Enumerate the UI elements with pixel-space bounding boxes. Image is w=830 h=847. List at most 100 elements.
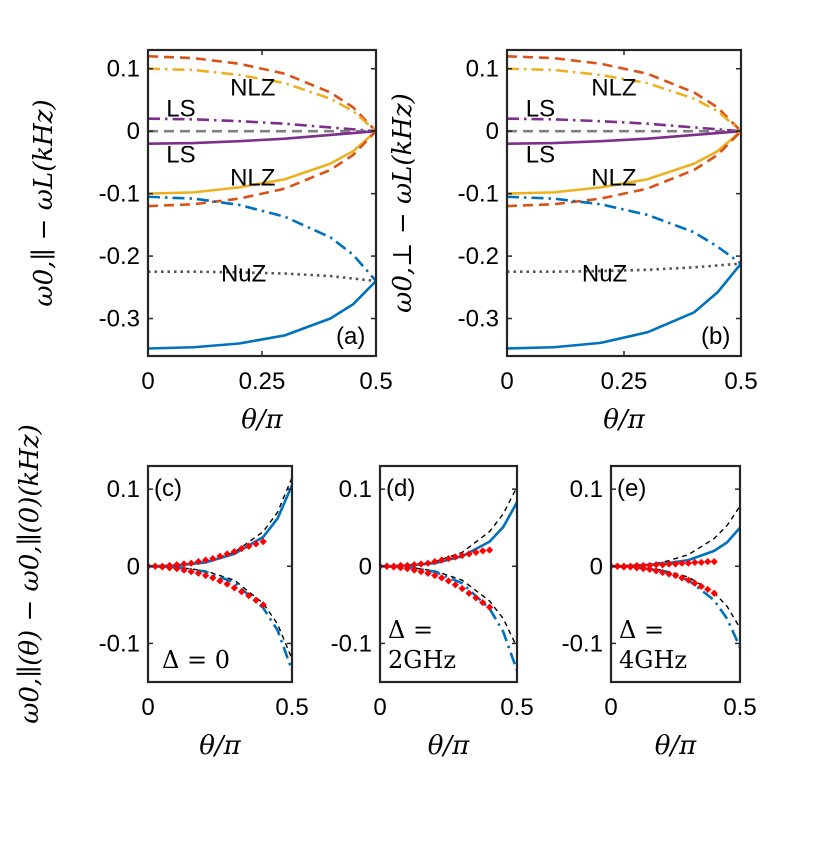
ytick-label-e-2: -0.1 bbox=[562, 630, 603, 657]
marker-upper-numerical-13 bbox=[691, 558, 699, 567]
annotation-ls-a-2: LS bbox=[166, 141, 195, 168]
marker-lower-numerical-5 bbox=[639, 565, 647, 573]
annotation-nuz-a-4: NuZ bbox=[221, 261, 266, 288]
marker-lower-numerical-5 bbox=[180, 566, 188, 574]
marker-lower-numerical-13 bbox=[465, 589, 473, 597]
series-ls-lower-solid bbox=[148, 129, 376, 145]
marker-upper-numerical-12 bbox=[458, 551, 466, 560]
panel-b: 0.1 0 -0.1 -0.2 -0.3 0 0.25 0.5 θ/π ω0,⊥ − ωL(kHz… bbox=[388, 48, 758, 435]
ytick-label-d-0: 0.1 bbox=[339, 476, 372, 503]
panel-label-b: (b) bbox=[701, 323, 730, 350]
series-group-c bbox=[148, 477, 292, 671]
marker-lower-numerical-14 bbox=[472, 594, 480, 602]
series-nlz-lower-dashed bbox=[148, 130, 376, 208]
series-nlz-lower-solid bbox=[148, 130, 376, 195]
plot-area-a bbox=[148, 50, 376, 356]
ytick-label-c-0: 0.1 bbox=[107, 476, 140, 503]
marker-upper-numerical-16 bbox=[710, 558, 718, 566]
ytick-label-c-2: -0.1 bbox=[99, 630, 140, 657]
marker-upper-numerical-5 bbox=[180, 560, 188, 568]
ytick-label-b-1: 0 bbox=[486, 118, 499, 145]
marker-upper-numerical-10 bbox=[671, 560, 680, 568]
series-upper-blue-dash-dot bbox=[507, 195, 741, 265]
series-lower-thin-dashed bbox=[611, 565, 740, 629]
series-lower-blue-solid bbox=[507, 262, 741, 350]
marker-lower-numerical-10 bbox=[671, 571, 680, 580]
x-axis-label-b: θ/π bbox=[603, 405, 645, 435]
annotation-ls-b-2: LS bbox=[526, 141, 555, 168]
xtick-label-a-1: 0.25 bbox=[239, 368, 286, 395]
series-group-d bbox=[380, 486, 517, 671]
marker-lower-numerical-14 bbox=[697, 582, 705, 590]
marker-lower-numerical-14 bbox=[245, 592, 253, 600]
series-upper-thin-dashed bbox=[611, 505, 740, 567]
ytick-label-e-0: 0.1 bbox=[570, 476, 603, 503]
marker-lower-numerical-16 bbox=[486, 603, 494, 611]
marker-lower-numerical-2 bbox=[158, 563, 166, 571]
axes-frame-c bbox=[146, 464, 294, 684]
marker-upper-numerical-8 bbox=[659, 561, 667, 569]
marker-upper-numerical-9 bbox=[665, 560, 673, 568]
marker-upper-numerical-10 bbox=[216, 552, 224, 560]
marker-lower-numerical-3 bbox=[396, 564, 405, 572]
marker-lower-numerical-7 bbox=[194, 569, 202, 577]
marker-lower-numerical-3 bbox=[166, 564, 174, 572]
marker-upper-numerical-16 bbox=[259, 538, 267, 546]
series-nuz-dotted bbox=[148, 270, 376, 283]
delta-label-e-1: 4GHz bbox=[619, 646, 687, 674]
marker-lower-numerical-10 bbox=[216, 577, 224, 585]
annotation-nlz-b-1: NLZ bbox=[591, 74, 636, 101]
panel-label-a: (a) bbox=[336, 323, 365, 350]
marker-lower-numerical-15 bbox=[479, 598, 487, 607]
marker-upper-numerical-14 bbox=[697, 558, 705, 567]
marker-upper-numerical-6 bbox=[187, 559, 195, 567]
marker-lower-numerical-9 bbox=[665, 570, 673, 578]
marker-lower-numerical-12 bbox=[458, 585, 466, 593]
marker-lower-numerical-3 bbox=[626, 563, 634, 571]
delta-label-e-0: Δ = bbox=[619, 616, 664, 644]
series-group-a bbox=[148, 54, 376, 350]
marker-lower-numerical-11 bbox=[223, 580, 231, 588]
marker-upper-numerical-12 bbox=[230, 548, 238, 556]
marker-lower-numerical-2 bbox=[620, 563, 628, 571]
ytick-label-b-0: 0.1 bbox=[466, 56, 499, 83]
marker-lower-numerical-9 bbox=[209, 574, 217, 582]
marker-upper-numerical-11 bbox=[678, 559, 686, 567]
marker-upper-numerical-8 bbox=[202, 556, 210, 564]
marker-lower-numerical-6 bbox=[417, 568, 425, 576]
marker-lower-numerical-10 bbox=[444, 577, 453, 585]
marker-lower-numerical-12 bbox=[684, 576, 692, 584]
y-axis-label-c: ω0,∥(θ) − ω0,∥(0)(kHz) bbox=[15, 424, 45, 724]
marker-upper-numerical-4 bbox=[173, 561, 181, 569]
ytick-label-d-2: -0.1 bbox=[331, 630, 372, 657]
marker-lower-numerical-11 bbox=[678, 574, 686, 582]
marker-lower-numerical-4 bbox=[403, 565, 411, 573]
marker-lower-numerical-13 bbox=[238, 588, 246, 596]
plot-area-d bbox=[380, 466, 517, 682]
marker-lower-numerical-1 bbox=[383, 562, 391, 570]
marker-upper-numerical-5 bbox=[410, 561, 418, 569]
marker-lower-numerical-8 bbox=[659, 568, 667, 577]
marker-upper-numerical-11 bbox=[451, 553, 459, 561]
series-nlz-lower-solid bbox=[507, 130, 741, 195]
marker-upper-numerical-7 bbox=[652, 561, 660, 569]
marker-lower-numerical-8 bbox=[202, 571, 210, 580]
marker-lower-numerical-5 bbox=[410, 566, 418, 574]
marker-lower-numerical-6 bbox=[646, 565, 654, 573]
marker-lower-numerical-11 bbox=[451, 581, 459, 589]
xtick-label-e-1: 0.5 bbox=[723, 694, 756, 721]
series-ls-upper-dash-dot bbox=[148, 117, 376, 133]
marker-upper-numerical-9 bbox=[209, 554, 217, 563]
xtick-label-e-0: 0 bbox=[604, 694, 617, 721]
ytick-label-b-3: -0.2 bbox=[458, 243, 499, 270]
series-nuz-dotted bbox=[507, 262, 741, 273]
xtick-label-a-0: 0 bbox=[141, 368, 154, 395]
annotation-nuz-b-4: NuZ bbox=[582, 261, 627, 288]
series-nlz-upper-dash-dot bbox=[507, 67, 741, 133]
annotation-ls-a-1: LS bbox=[166, 96, 195, 123]
marker-upper-numerical-6 bbox=[417, 560, 425, 568]
ytick-label-b-2: -0.1 bbox=[458, 181, 499, 208]
marker-lower-numerical-6 bbox=[187, 568, 195, 576]
annotation-nlz-a-0: NLZ bbox=[230, 74, 275, 101]
panel-label-c: (c) bbox=[154, 475, 182, 502]
